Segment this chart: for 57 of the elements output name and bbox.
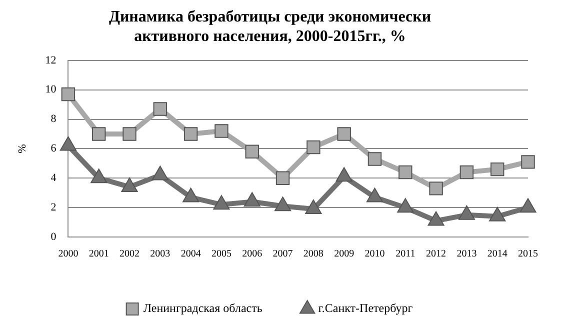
point bbox=[244, 192, 260, 207]
x-tick-label: 2013 bbox=[456, 248, 477, 260]
x-tick-label: 2009 bbox=[334, 248, 354, 260]
point bbox=[245, 144, 259, 159]
point bbox=[214, 124, 228, 138]
x-tick-label: 2012 bbox=[426, 248, 446, 260]
point bbox=[305, 200, 322, 214]
x-tick-label: 2004 bbox=[180, 248, 201, 260]
legend-label: г.Санкт-Петербург bbox=[318, 301, 413, 316]
point bbox=[306, 140, 320, 154]
x-tick-label: 2002 bbox=[120, 248, 140, 260]
point bbox=[428, 211, 444, 226]
y-tick-label: 10 bbox=[45, 84, 57, 96]
y-tick-label: 8 bbox=[50, 113, 57, 126]
point bbox=[336, 167, 352, 182]
x-tick-label: 2007 bbox=[272, 248, 293, 260]
point bbox=[366, 188, 384, 202]
x-tick-label: 2015 bbox=[518, 248, 538, 260]
x-tick-label: 2003 bbox=[150, 248, 170, 260]
x-tick-label: 2010 bbox=[364, 248, 385, 260]
point bbox=[153, 102, 168, 116]
point bbox=[121, 177, 138, 192]
point bbox=[368, 152, 382, 166]
point bbox=[520, 198, 536, 213]
chart-title: Динамика безработицы среди экономически активного населения, 2000-2015гг., % bbox=[108, 8, 432, 45]
x-tick-label: 2011 bbox=[396, 248, 416, 260]
point bbox=[489, 206, 506, 222]
point bbox=[337, 127, 351, 141]
y-tick-label: 2 bbox=[50, 201, 56, 214]
y-tick-label: 0 bbox=[50, 230, 57, 243]
point bbox=[458, 205, 475, 220]
x-tick-label: 2001 bbox=[88, 248, 109, 260]
y-axis-title: % bbox=[16, 144, 28, 154]
y-tick-label: 12 bbox=[45, 54, 56, 66]
y-tick-label: 6 bbox=[50, 142, 57, 155]
point bbox=[274, 196, 292, 212]
point bbox=[182, 188, 200, 202]
point bbox=[398, 165, 412, 180]
y-tick-label: 4 bbox=[50, 172, 57, 184]
legend-label: Ленинградская область bbox=[143, 301, 263, 316]
x-tick-label: 2008 bbox=[303, 248, 324, 260]
point bbox=[276, 171, 290, 185]
point bbox=[152, 166, 168, 180]
point bbox=[490, 162, 504, 176]
x-tick-label: 2005 bbox=[211, 248, 232, 260]
point bbox=[397, 198, 414, 213]
point bbox=[213, 195, 230, 210]
point bbox=[122, 127, 136, 141]
point bbox=[92, 127, 106, 141]
point bbox=[521, 155, 535, 169]
point bbox=[184, 127, 198, 141]
point bbox=[61, 87, 76, 102]
x-tick-label: 2000 bbox=[58, 248, 78, 260]
point bbox=[460, 165, 474, 180]
x-tick-label: 2014 bbox=[487, 248, 508, 260]
x-tick-label: 2006 bbox=[242, 248, 262, 260]
point bbox=[90, 168, 108, 184]
